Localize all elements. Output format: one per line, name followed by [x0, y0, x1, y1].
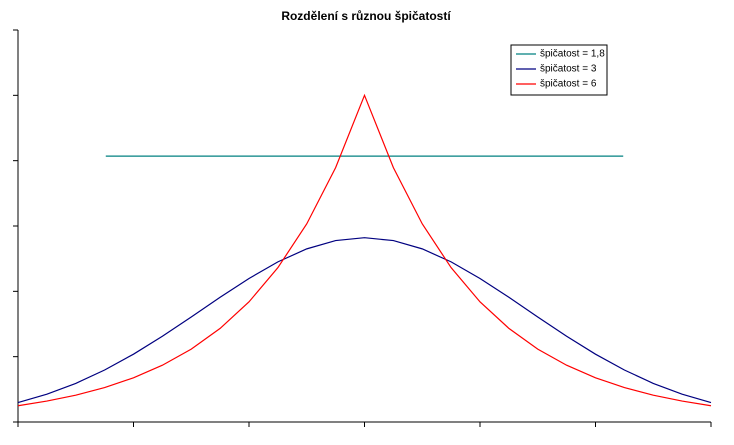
series-line	[17, 237, 712, 404]
legend-text: špičatost = 3	[540, 64, 597, 75]
series-line	[17, 93, 712, 407]
chart-title: Rozdělení s různou špičatostí	[281, 9, 451, 23]
legend-text: špičatost = 6	[540, 79, 597, 90]
legend	[510, 44, 608, 96]
legend-text: špičatost = 1,8	[540, 49, 605, 60]
